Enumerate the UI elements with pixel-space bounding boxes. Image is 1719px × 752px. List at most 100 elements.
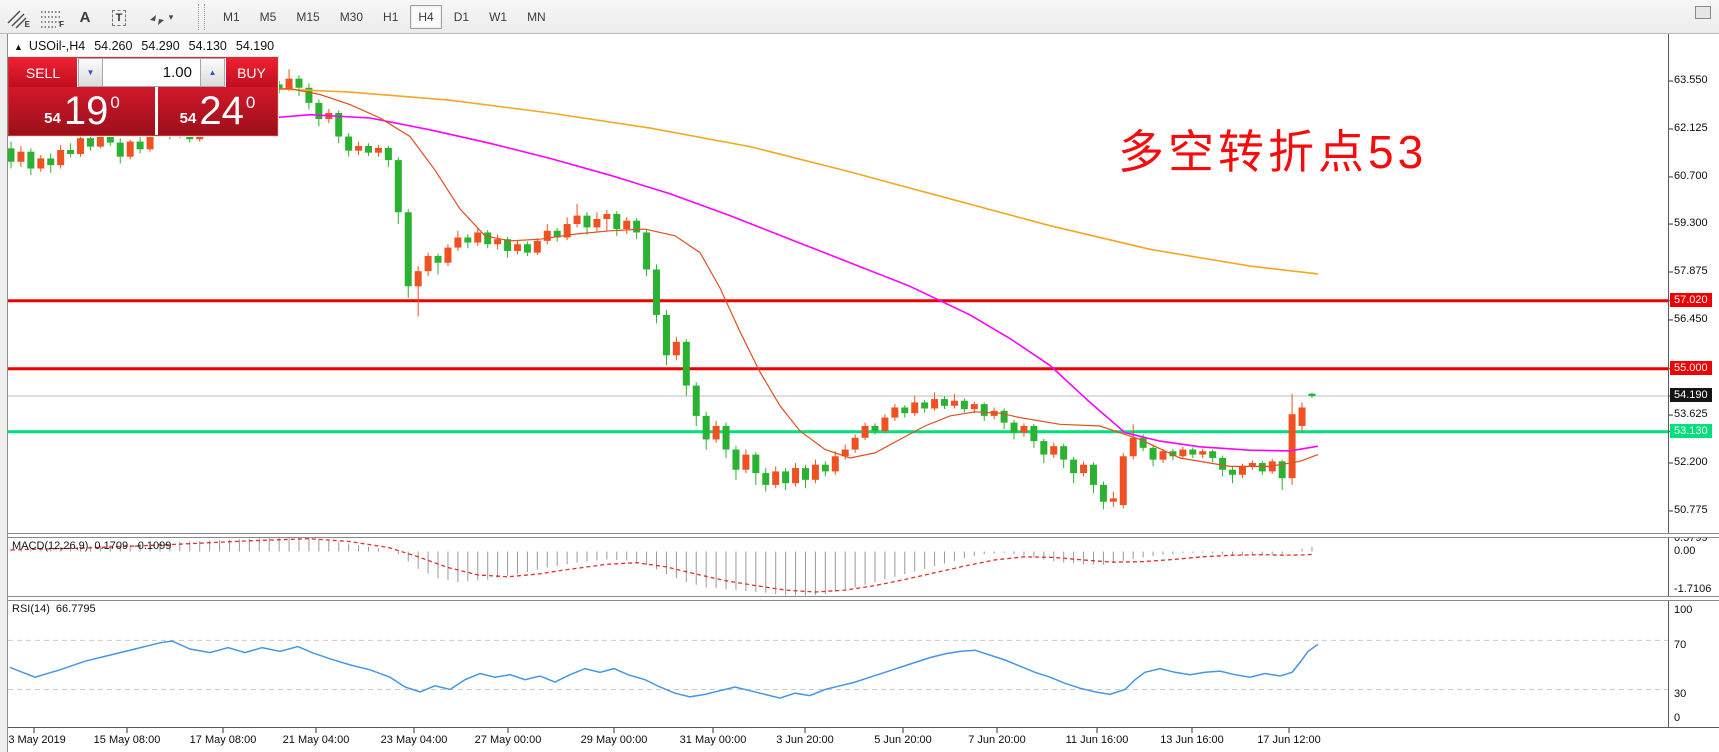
low-value: 54.130 [188,39,227,53]
candle [1109,498,1117,502]
candle [513,244,521,251]
candle [950,400,958,406]
timeframe-button-d1[interactable]: D1 [453,9,470,24]
timeframe-group: M1 M5 M15 M30 H1 H4 D1 W1 MN [213,4,556,29]
collapse-icon[interactable]: ▲ [14,42,23,52]
candle [583,215,591,228]
rsi-value: 66.7795 [55,603,96,615]
candle [1119,456,1127,506]
candle [1010,422,1018,433]
candle [603,213,611,219]
candle [653,269,661,315]
text-icon[interactable]: T [104,5,134,29]
candle [414,271,422,287]
candle [1159,451,1167,460]
text-label-icon[interactable]: A [79,8,91,26]
volume-decrease-button[interactable]: ▼ [78,58,103,87]
candle [1209,451,1217,458]
chevron-down-icon[interactable]: ▾ [168,11,174,22]
arrows-icon[interactable]: ▾ [138,5,182,29]
candle [1199,451,1207,455]
macd-signal-value: -0.1099 [134,540,172,552]
candle [484,232,492,245]
candle [782,471,790,484]
candle [136,141,144,150]
candle [96,133,104,147]
candle [464,237,472,243]
candle [1169,451,1177,457]
timeframe-button-m5[interactable]: M5 [259,9,277,24]
fibonacci-icon[interactable]: F [41,10,64,29]
candle [682,341,690,386]
candle [633,220,641,233]
time-label: 13 May 2019 [2,734,66,746]
candle [394,160,402,213]
candle [374,147,382,153]
macd-panel-separator[interactable] [7,533,1719,538]
candle [742,454,750,470]
candle [504,239,512,251]
candle [7,148,15,162]
open-value: 54.260 [94,39,133,53]
candle [275,84,283,90]
price-tick-60.700: 60.700 [1674,169,1708,182]
candle [86,138,94,147]
candle [970,404,978,410]
one-click-trade-panel: SELL ▼ 1.00 ▲ BUY 54 19 0 54 24 0 [8,57,278,136]
timeframe-button-w1[interactable]: W1 [489,9,508,24]
buy-price-sup: 0 [245,93,256,112]
candle [851,437,859,450]
timeframe-button-h4[interactable]: H4 [410,4,442,29]
buy-price-display[interactable]: 54 24 0 [158,87,277,135]
candle [821,464,829,472]
price-axis-border [1668,34,1669,728]
timeframe-button-h1[interactable]: H1 [383,9,399,24]
time-label: 17 May 08:00 [189,734,257,746]
time-label: 15 May 08:00 [93,734,161,746]
time-label: 7 Jun 20:00 [968,734,1026,746]
candle [692,385,700,416]
price-badge-53.130: 53.130 [1670,423,1712,438]
timeframe-button-m15[interactable]: M15 [296,9,320,24]
sell-price-display[interactable]: 54 19 0 [9,87,155,135]
buy-button[interactable]: BUY [225,58,277,87]
buy-price-big: 24 [199,89,244,133]
timeframe-button-m30[interactable]: M30 [339,9,364,24]
time-label: 21 May 04:00 [282,734,350,746]
timeframe-button-m1[interactable]: M1 [223,9,240,24]
volume-increase-button[interactable]: ▲ [200,58,225,87]
volume-input[interactable]: 1.00 [103,58,200,87]
rsi-panel-bottom-border [7,727,1719,728]
time-label: 11 Jun 16:00 [1065,734,1129,746]
window-corner-icon[interactable] [1695,6,1711,19]
ma-slow [249,86,1319,275]
candle [1229,469,1237,475]
candle [1060,446,1068,460]
candle [47,158,55,166]
candle [404,212,412,287]
candle [116,142,124,157]
close-value: 54.190 [235,39,275,53]
rsi-label: RSI(14) 66.7795 [12,603,102,615]
candle [662,314,670,356]
buy-price-prefix: 54 [179,109,197,127]
price-tick-53.625: 53.625 [1674,408,1708,421]
rsi-name: RSI(14) [12,603,50,615]
time-label: 27 May 00:00 [474,734,542,746]
candle [563,224,571,238]
candle [1040,441,1048,455]
timeframe-button-mn[interactable]: MN [527,9,546,24]
candle [77,138,85,155]
candle [146,133,154,150]
candle [1089,464,1097,485]
rsi-panel-separator[interactable] [7,596,1719,601]
ma-mid [249,113,1319,452]
candle [891,407,899,418]
rsi-axis-100: 100 [1674,604,1693,616]
equidistant-channel-icon[interactable]: E [2,5,32,29]
candle [523,244,531,253]
candle [474,232,482,243]
sell-button[interactable]: SELL [9,58,78,87]
time-label: 13 Jun 16:00 [1160,734,1224,746]
